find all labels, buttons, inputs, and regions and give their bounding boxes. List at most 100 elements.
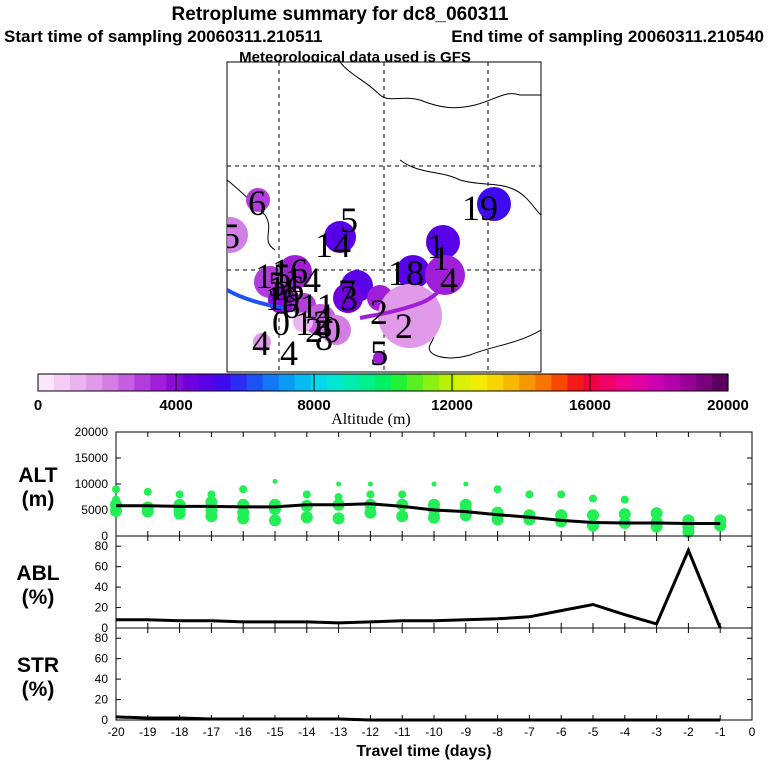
colorbar-segment	[182, 374, 200, 391]
colorbar-segment	[599, 374, 617, 391]
colorbar-segment	[487, 374, 504, 391]
colorbar-segment	[262, 374, 280, 391]
x-tick-label: -2	[683, 725, 694, 739]
x-tick-label: -9	[460, 725, 471, 739]
x-tick-label: -19	[139, 725, 157, 739]
map-day-label: 2	[395, 306, 413, 346]
colorbar-segment	[455, 374, 472, 391]
title-block: Retroplume summary for dc8_060311 Start …	[4, 4, 764, 66]
map-day-label: 4	[280, 333, 298, 373]
alt-point	[587, 509, 599, 522]
colorbar-segment	[358, 374, 376, 391]
colorbar-segment	[647, 374, 665, 391]
alt-point	[269, 502, 281, 515]
colorbar-segment	[615, 374, 633, 391]
alt-point	[493, 485, 502, 494]
flight-track-segment	[359, 290, 440, 320]
colorbar-tick-label: 4000	[159, 397, 192, 414]
x-tick-label: -16	[235, 725, 253, 739]
alt-point	[525, 490, 534, 499]
alt-mean-line	[116, 502, 721, 525]
y-tick-label: 20000	[75, 425, 109, 439]
colorbar-segment	[439, 374, 456, 391]
plume-blob	[425, 255, 465, 295]
colorbar-segment	[326, 374, 344, 391]
alt-point	[396, 510, 409, 523]
alt-point	[618, 508, 631, 521]
x-tick-label: -3	[651, 725, 662, 739]
map-day-label: 4	[440, 260, 458, 300]
colorbar-segment	[711, 374, 729, 391]
colorbar-tick-label: 12000	[431, 397, 473, 414]
alt-point	[332, 512, 345, 525]
alt-point	[272, 478, 278, 484]
colorbar-segment	[214, 374, 232, 391]
alt-point	[557, 490, 566, 499]
map-day-label: 2	[370, 292, 388, 332]
map-day-label: 5	[268, 264, 286, 304]
panel-frame	[115, 627, 753, 721]
map-day-label: 6	[248, 183, 266, 223]
x-axis-label: Travel time (days)	[356, 743, 491, 760]
altitude-colorbar: 0 4000 8000 12000 16000 20000 Altitude (m)	[34, 373, 749, 428]
plume-blob	[396, 255, 430, 289]
y-tick-label: 0	[101, 529, 108, 543]
title-start-time: Start time of sampling 20060311.210511	[4, 27, 322, 46]
x-tick-label: -12	[362, 725, 380, 739]
alt-point	[112, 485, 120, 494]
y-tick-label: 60	[95, 652, 109, 666]
colorbar-tick-label: 0	[34, 397, 42, 414]
map-day-label: 7	[338, 272, 356, 312]
x-tick-label: -14	[298, 725, 316, 739]
alt-point	[302, 490, 311, 499]
x-tick-label: -20	[107, 725, 125, 739]
colorbar-segment	[118, 374, 135, 391]
map-day-label: 12	[295, 303, 331, 343]
map-day-label: 1	[427, 226, 445, 266]
alt-point	[205, 510, 218, 523]
alt-point	[428, 511, 440, 524]
panel-alt: 0 5000 10000 15000 20000 ALT(m)	[18, 425, 753, 543]
colorbar-segment	[166, 374, 184, 391]
panel-abl: 0 20 40 60 80 ABL(%)	[16, 535, 753, 635]
map-day-label: 3	[340, 278, 358, 318]
colorbar-segment	[471, 374, 488, 391]
map-day-label: 0	[272, 303, 290, 343]
str-line	[115, 715, 721, 722]
flight-track	[227, 288, 286, 310]
alt-point	[336, 481, 342, 487]
colorbar-segment	[391, 374, 408, 391]
colorbar-segment	[198, 374, 216, 391]
y-tick-label: 80	[95, 631, 109, 645]
alt-point	[207, 490, 216, 499]
panel-ylabel-unit: (m)	[22, 488, 55, 511]
x-tick-label: -11	[394, 725, 411, 739]
x-tick-label: -8	[492, 725, 503, 739]
colorbar-segment	[631, 374, 649, 391]
plume-blob	[324, 221, 356, 253]
map-day-label: 4	[252, 323, 270, 363]
alt-point	[620, 495, 629, 504]
alt-point	[110, 505, 122, 518]
map-day-label: 5	[222, 216, 240, 256]
alt-point	[431, 481, 437, 487]
plume-blob	[246, 188, 270, 212]
alt-point	[364, 506, 377, 519]
plume-blob	[293, 312, 313, 332]
x-tick-label: -5	[588, 725, 599, 739]
plume-blob	[253, 333, 271, 351]
colorbar-tick-label: 8000	[297, 397, 330, 414]
colorbar-segment	[663, 374, 681, 391]
coastline-east	[399, 159, 541, 216]
plume-blob	[477, 187, 511, 221]
y-tick-label: 80	[95, 539, 109, 553]
colorbar-segment	[423, 374, 440, 391]
colorbar-segment	[679, 374, 697, 391]
colorbar-segment	[503, 374, 520, 391]
panel-frame	[115, 535, 753, 629]
alt-point	[300, 511, 313, 524]
colorbar-segment	[567, 374, 585, 391]
coastline-west	[227, 179, 276, 251]
colorbar-segment	[246, 374, 264, 391]
